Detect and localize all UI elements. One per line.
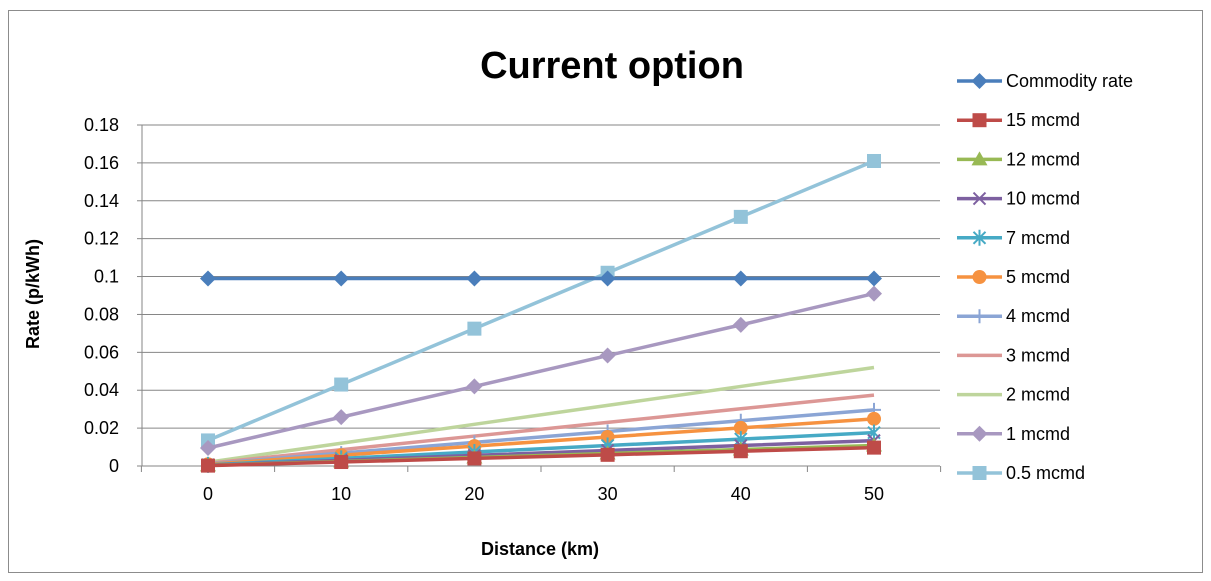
- legend-marker: [971, 73, 988, 89]
- y-tick-label: 0.14: [84, 191, 119, 211]
- legend-marker: [972, 309, 987, 324]
- data-point: [599, 347, 616, 364]
- series-9: [200, 285, 882, 457]
- legend-item: 5 mcmd: [957, 267, 1070, 287]
- legend-label: 15 mcmd: [1006, 110, 1080, 130]
- chart-area: [8, 10, 1203, 573]
- legend-item: Commodity rate: [957, 71, 1133, 91]
- y-tick-label: 0.16: [84, 153, 119, 173]
- data-point: [466, 378, 483, 395]
- x-tick-label: 40: [731, 484, 751, 504]
- data-point: [467, 321, 482, 336]
- legend-item: 12 mcmd: [957, 149, 1080, 169]
- series-line: [207, 365, 875, 464]
- legend-item: 15 mcmd: [957, 110, 1080, 130]
- series-7: [207, 393, 875, 466]
- y-tick-label: 0.06: [84, 342, 119, 362]
- y-tick-label: 0.04: [84, 380, 119, 400]
- data-point: [600, 447, 615, 462]
- x-axis-ticks: 0 10 20 30 40 50: [140, 466, 942, 504]
- data-point: [733, 209, 748, 224]
- data-point: [867, 153, 881, 168]
- data-point: [732, 270, 749, 287]
- y-axis-ticks: 0 0.02 0.04 0.06 0.08 0.1 0.12 0.14 0.16 0.18: [84, 115, 142, 476]
- legend-marker: [972, 270, 987, 284]
- legend-label: 7 mcmd: [1006, 228, 1070, 248]
- x-axis-title: Distance (km): [481, 539, 599, 559]
- x-tick-label: 0: [203, 484, 213, 504]
- data-point: [732, 316, 749, 333]
- legend-item: 0.5 mcmd: [957, 463, 1085, 483]
- data-point: [600, 430, 615, 445]
- legend-label: 10 mcmd: [1006, 189, 1080, 209]
- y-tick-label: 0.1: [94, 267, 119, 287]
- series-line: [207, 445, 875, 468]
- legend-item: 4 mcmd: [957, 306, 1070, 326]
- y-tick-label: 0.18: [84, 115, 119, 135]
- legend-marker: [971, 425, 988, 442]
- gridlines: [142, 124, 940, 429]
- legend-marker: [972, 466, 987, 480]
- series-8: [207, 365, 875, 464]
- series-line: [207, 291, 875, 450]
- x-tick-label: 50: [864, 484, 884, 504]
- legend-item: 10 mcmd: [957, 189, 1080, 209]
- legend-marker: [971, 151, 988, 166]
- legend-marker: [972, 191, 987, 206]
- series-line: [207, 393, 875, 466]
- series-0: [200, 270, 882, 287]
- data-point: [733, 444, 748, 459]
- y-tick-label: 0.12: [84, 229, 119, 249]
- data-point: [867, 440, 881, 455]
- y-tick-label: 0.02: [84, 418, 119, 438]
- y-tick-label: 0.08: [84, 304, 119, 324]
- series-group: [200, 153, 882, 473]
- data-point: [467, 451, 482, 466]
- data-point: [733, 420, 748, 435]
- data-point: [599, 270, 616, 287]
- data-point: [866, 270, 882, 287]
- data-point: [200, 440, 216, 457]
- series-line: [207, 408, 875, 466]
- y-tick-label: 0: [109, 456, 119, 476]
- legend-label: 3 mcmd: [1006, 345, 1070, 365]
- data-point: [867, 411, 881, 426]
- data-point: [466, 270, 483, 287]
- series-line: [207, 159, 875, 443]
- legend-label: 0.5 mcmd: [1006, 463, 1085, 483]
- data-point: [200, 270, 216, 287]
- legend-label: 2 mcmd: [1006, 385, 1070, 405]
- x-tick-label: 10: [331, 484, 351, 504]
- legend-item: 3 mcmd: [957, 345, 1070, 365]
- legend-item: 1 mcmd: [957, 424, 1070, 444]
- legend-label: 5 mcmd: [1006, 267, 1070, 287]
- legend-marker: [972, 113, 987, 128]
- data-point: [333, 409, 350, 426]
- data-point: [333, 270, 350, 287]
- legend-label: 4 mcmd: [1006, 306, 1070, 326]
- data-point: [201, 458, 215, 473]
- series-1: [201, 440, 881, 473]
- data-point: [334, 377, 349, 392]
- legend-label: 1 mcmd: [1006, 424, 1070, 444]
- x-tick-label: 20: [464, 484, 484, 504]
- legend-item: 7 mcmd: [957, 228, 1070, 248]
- legend-marker: [972, 229, 987, 246]
- data-point: [334, 455, 349, 470]
- x-tick-label: 30: [598, 484, 618, 504]
- series-line: [207, 417, 875, 467]
- data-point: [866, 285, 882, 302]
- legend: Commodity rate 15 mcmd 12 mcmd 10 mcmd 7 mcm…: [957, 71, 1133, 483]
- legend-item: 2 mcmd: [957, 385, 1070, 405]
- chart-title: Current option: [480, 45, 744, 87]
- legend-label: 12 mcmd: [1006, 149, 1080, 169]
- legend-label: Commodity rate: [1006, 71, 1133, 91]
- y-axis-title: Rate (p/kWh): [23, 239, 43, 349]
